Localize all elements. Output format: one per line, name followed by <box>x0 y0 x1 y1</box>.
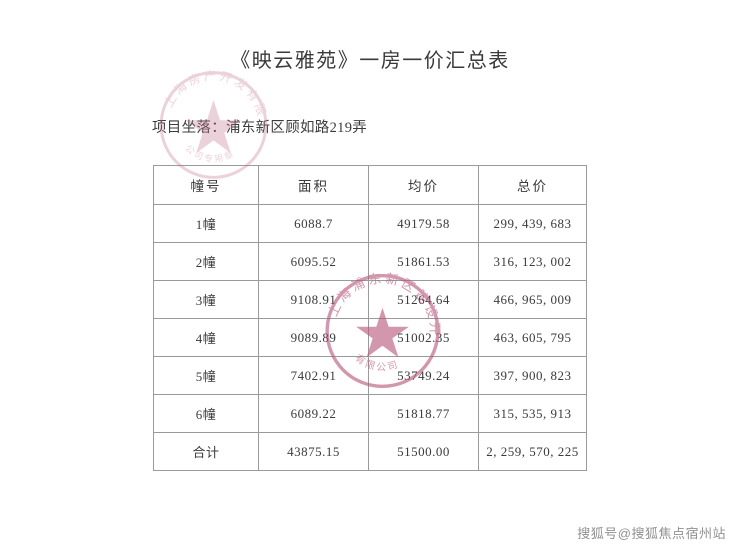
table-row: 1幢 6088.7 49179.58 299, 439, 683 <box>153 204 587 243</box>
cell-avg-price: 49179.58 <box>368 204 479 243</box>
column-header-building: 幢号 <box>153 165 259 205</box>
column-header-area: 面积 <box>258 165 369 205</box>
cell-area: 9089.89 <box>258 318 369 357</box>
table-row: 5幢 7402.91 53749.24 397, 900, 823 <box>153 356 587 395</box>
cell-avg-price: 51861.53 <box>368 242 479 281</box>
table-row: 6幢 6089.22 51818.77 315, 535, 913 <box>153 394 587 433</box>
cell-avg-price-total: 51500.00 <box>368 432 479 471</box>
cell-area: 6089.22 <box>258 394 369 433</box>
table-row: 2幢 6095.52 51861.53 316, 123, 002 <box>153 242 587 281</box>
price-summary-table: 幢号 面积 均价 总价 1幢 6088.7 49179.58 299, 439,… <box>153 165 587 471</box>
cell-area-total: 43875.15 <box>258 432 369 471</box>
cell-total-price: 466, 965, 009 <box>478 280 587 319</box>
cell-building: 2幢 <box>153 242 259 281</box>
cell-area: 7402.91 <box>258 356 369 395</box>
cell-building: 6幢 <box>153 394 259 433</box>
table-total-row: 合计 43875.15 51500.00 2, 259, 570, 225 <box>153 432 587 471</box>
cell-building: 4幢 <box>153 318 259 357</box>
column-header-avg-price: 均价 <box>368 165 479 205</box>
cell-avg-price: 51002.35 <box>368 318 479 357</box>
table-row: 4幢 9089.89 51002.35 463, 605, 795 <box>153 318 587 357</box>
cell-total-price: 463, 605, 795 <box>478 318 587 357</box>
cell-avg-price: 51818.77 <box>368 394 479 433</box>
table-header-row: 幢号 面积 均价 总价 <box>153 165 587 205</box>
cell-area: 6088.7 <box>258 204 369 243</box>
cell-building: 1幢 <box>153 204 259 243</box>
cell-avg-price: 53749.24 <box>368 356 479 395</box>
cell-total-price: 299, 439, 683 <box>478 204 587 243</box>
cell-building: 3幢 <box>153 280 259 319</box>
page-title: 《映云雅苑》一房一价汇总表 <box>230 50 510 72</box>
cell-building-total: 合计 <box>153 432 259 471</box>
cell-total-price: 316, 123, 002 <box>478 242 587 281</box>
svg-text:公司专用章: 公司专用章 <box>183 143 237 164</box>
cell-building: 5幢 <box>153 356 259 395</box>
cell-area: 6095.52 <box>258 242 369 281</box>
cell-area: 9108.91 <box>258 280 369 319</box>
table-row: 3幢 9108.91 51264.64 466, 965, 009 <box>153 280 587 319</box>
cell-total-price: 315, 535, 913 <box>478 394 587 433</box>
cell-total-price-sum: 2, 259, 570, 225 <box>478 432 587 471</box>
cell-avg-price: 51264.64 <box>368 280 479 319</box>
svg-text:上海房产开发有限: 上海房产开发有限 <box>161 69 269 120</box>
project-location-line: 项目坐落：浦东新区顾如路219弄 <box>152 120 368 136</box>
cell-total-price: 397, 900, 823 <box>478 356 587 395</box>
source-watermark: 搜狐号@搜狐焦点宿州站 <box>577 526 726 541</box>
column-header-total-price: 总价 <box>478 165 587 205</box>
